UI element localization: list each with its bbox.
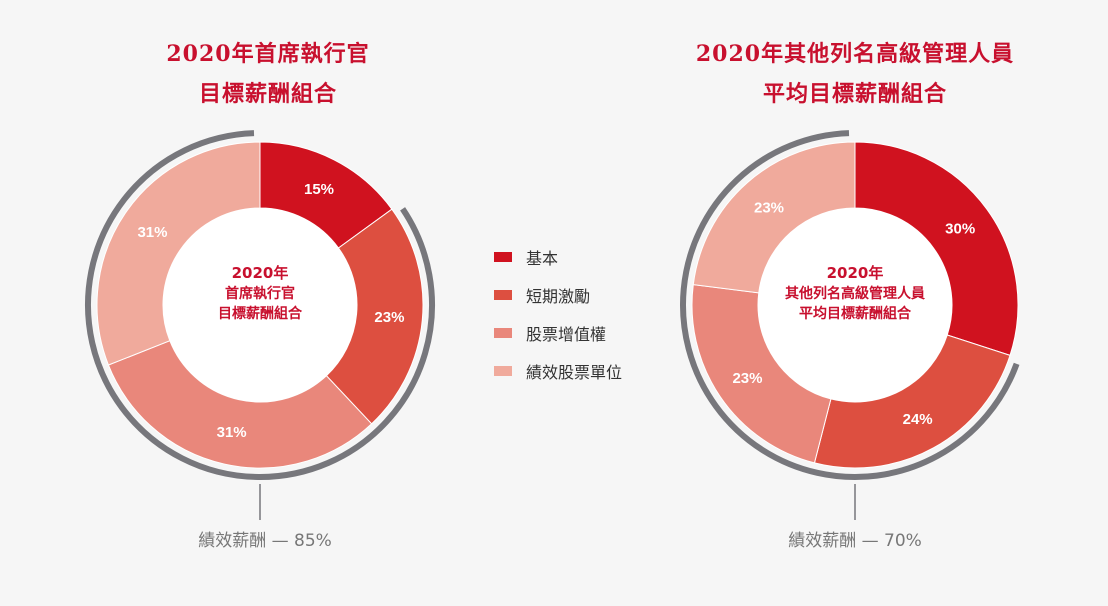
chart-legend: 基本 短期激勵 股票增值權 績效股票單位 [494,238,622,390]
chart-title-line: 目標薪酬組合 [198,81,337,107]
slice-label: 23% [374,309,404,326]
donut-center-label: 2020年 [232,264,289,282]
legend-label: 短期激勵 [526,287,591,306]
legend-swatch [494,328,512,338]
legend-label: 基本 [526,249,559,268]
chart-title-line: 2020年首席執行官 [166,41,370,67]
donut-center-label: 目標薪酬組合 [218,305,303,322]
performance-pay-bracket [85,130,435,480]
chart-title-line: 2020年其他列名高級管理人員 [695,41,1015,67]
legend-label: 績效股票單位 [526,363,623,382]
chart-title-line: 平均目標薪酬組合 [762,81,947,107]
donut-center-label: 2020年 [827,264,884,282]
legend-swatch [494,252,512,262]
performance-pay-note-executives: 績效薪酬 — 70% [788,531,922,551]
slice-label: 23% [732,370,762,387]
donut-hole [758,208,952,402]
slice-label: 15% [304,181,334,198]
donut-segment [813,334,1011,469]
slice-label: 31% [217,424,247,441]
donut-center-label: 首席執行官 [225,285,295,302]
legend-label: 股票增值權 [526,325,607,344]
slice-label: 31% [137,224,167,241]
donut-center-label: 其他列名高級管理人員 [785,285,925,302]
chart-title-ceo: 2020年首席執行官 目標薪酬組合 [78,34,458,114]
performance-pay-note-ceo: 績效薪酬 — 85% [198,531,332,551]
legend-item-stock-appreciation-rights: 股票增值權 [494,314,622,352]
legend-item-short-term-incentive: 短期激勵 [494,276,622,314]
slice-label: 23% [754,199,784,216]
donut-center-label: 平均目標薪酬組合 [799,305,912,322]
legend-swatch [494,290,512,300]
performance-pay-bracket [680,130,1020,480]
donut-hole [163,208,357,402]
slice-label: 30% [945,221,975,238]
legend-item-performance-share-units: 績效股票單位 [494,352,622,390]
legend-item-base: 基本 [494,238,622,276]
slice-label: 24% [903,411,933,428]
chart-title-executives: 2020年其他列名高級管理人員 平均目標薪酬組合 [620,34,1090,114]
legend-swatch [494,366,512,376]
